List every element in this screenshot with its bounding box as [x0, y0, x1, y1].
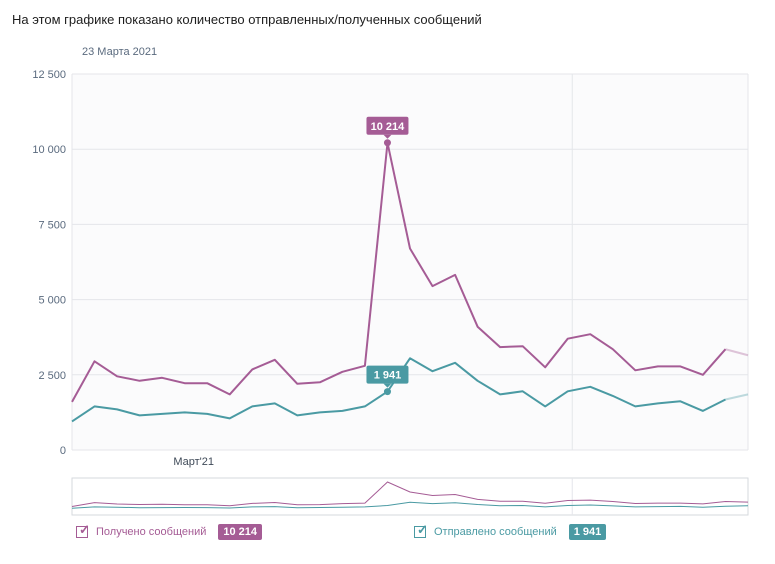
y-tick-label: 12 500 — [32, 69, 66, 81]
point-label-sent: 1 941 — [374, 370, 402, 382]
point-marker-sent[interactable] — [383, 388, 391, 396]
point-marker-received[interactable] — [383, 139, 391, 147]
y-tick-label: 2 500 — [38, 370, 66, 382]
chart-title: На этом графике показано количество отпр… — [12, 12, 482, 27]
x-tick-label: Март'21 — [173, 456, 214, 468]
legend-item-sent[interactable]: ✓ Отправлено сообщений 1 941 — [414, 522, 607, 540]
legend-label-received: Получено сообщений — [96, 526, 207, 538]
check-icon: ✓ — [417, 522, 428, 537]
point-label-arrow-received — [383, 134, 392, 139]
series-line-tail-received — [725, 348, 749, 357]
checkbox-received[interactable]: ✓ — [76, 522, 90, 538]
plot-background — [72, 74, 748, 450]
check-icon: ✓ — [79, 522, 90, 537]
point-label-arrow-sent — [383, 383, 392, 388]
y-tick-label: 0 — [60, 445, 66, 457]
navigator-line-received — [71, 481, 749, 507]
point-label-received: 10 214 — [371, 121, 406, 133]
navigator-frame[interactable] — [71, 477, 749, 516]
legend-badge-sent: 1 941 — [568, 524, 607, 540]
series-line-tail-sent — [725, 393, 749, 401]
legend-item-received[interactable]: ✓ Получено сообщений 10 214 — [76, 522, 263, 540]
date-label: 23 Марта 2021 — [82, 46, 158, 58]
point-label-box-sent — [366, 365, 409, 384]
point-label-box-received — [366, 116, 409, 135]
line-chart[interactable]: 0 2 500 5 000 7 500 10 000 12 500 Март'21 10 2… — [0, 0, 775, 520]
y-tick-label: 5 000 — [38, 295, 66, 307]
y-tick-label: 7 500 — [38, 219, 66, 231]
series-line-received[interactable] — [71, 141, 727, 403]
y-tick-label: 10 000 — [32, 144, 66, 156]
legend-badge-received: 10 214 — [218, 524, 263, 540]
navigator-line-sent — [71, 501, 749, 509]
checkbox-sent[interactable]: ✓ — [414, 522, 428, 538]
legend-label-sent: Отправлено сообщений — [434, 526, 557, 538]
